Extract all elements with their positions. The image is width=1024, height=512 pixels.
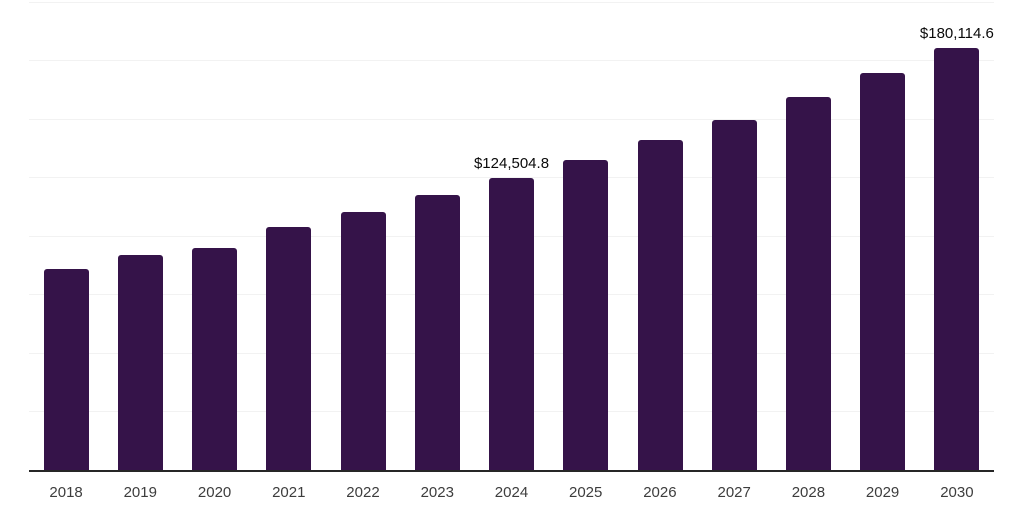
x-tick-label-2022: 2022 <box>346 484 380 501</box>
x-tick-label-2029: 2029 <box>865 484 900 501</box>
bar-2021[interactable] <box>266 226 312 470</box>
bar-2026[interactable] <box>637 140 683 470</box>
bar-2019[interactable] <box>117 255 163 470</box>
bar-2027[interactable] <box>711 119 757 470</box>
gridline-150000 <box>29 118 994 120</box>
plot-area: $124,504.8 $180,114.6 <box>29 0 994 470</box>
data-label-2024: $124,504.8 <box>473 155 550 173</box>
x-tick-label-2020: 2020 <box>197 484 232 501</box>
bar-2022[interactable] <box>340 211 386 470</box>
bar-2030[interactable] <box>934 48 980 470</box>
bar-2028[interactable] <box>785 97 831 470</box>
gridline-125000 <box>29 177 994 179</box>
x-tick-label-2024: 2024 <box>494 484 529 501</box>
gridline-200000 <box>29 1 994 3</box>
x-tick-label-2027: 2027 <box>717 484 751 501</box>
x-tick-label-2018: 2018 <box>49 484 83 501</box>
data-label-2030: $180,114.6 <box>919 25 994 43</box>
x-axis-line <box>29 470 994 472</box>
bar-2025[interactable] <box>563 160 609 470</box>
bar-2018[interactable] <box>43 269 89 470</box>
bar-2029[interactable] <box>860 73 906 470</box>
bar-2023[interactable] <box>414 195 460 470</box>
x-tick-label-2030: 2030 <box>940 484 974 501</box>
x-tick-label-2019: 2019 <box>123 484 157 501</box>
gridline-175000 <box>29 60 994 62</box>
bar-2024[interactable] <box>489 178 534 470</box>
x-tick-label-2025: 2025 <box>569 484 603 501</box>
x-tick-label-2026: 2026 <box>643 484 677 501</box>
bar-2020[interactable] <box>192 248 238 470</box>
x-tick-label-2023: 2023 <box>420 484 454 501</box>
x-tick-label-2021: 2021 <box>272 484 306 501</box>
x-tick-label-2028: 2028 <box>791 484 826 501</box>
